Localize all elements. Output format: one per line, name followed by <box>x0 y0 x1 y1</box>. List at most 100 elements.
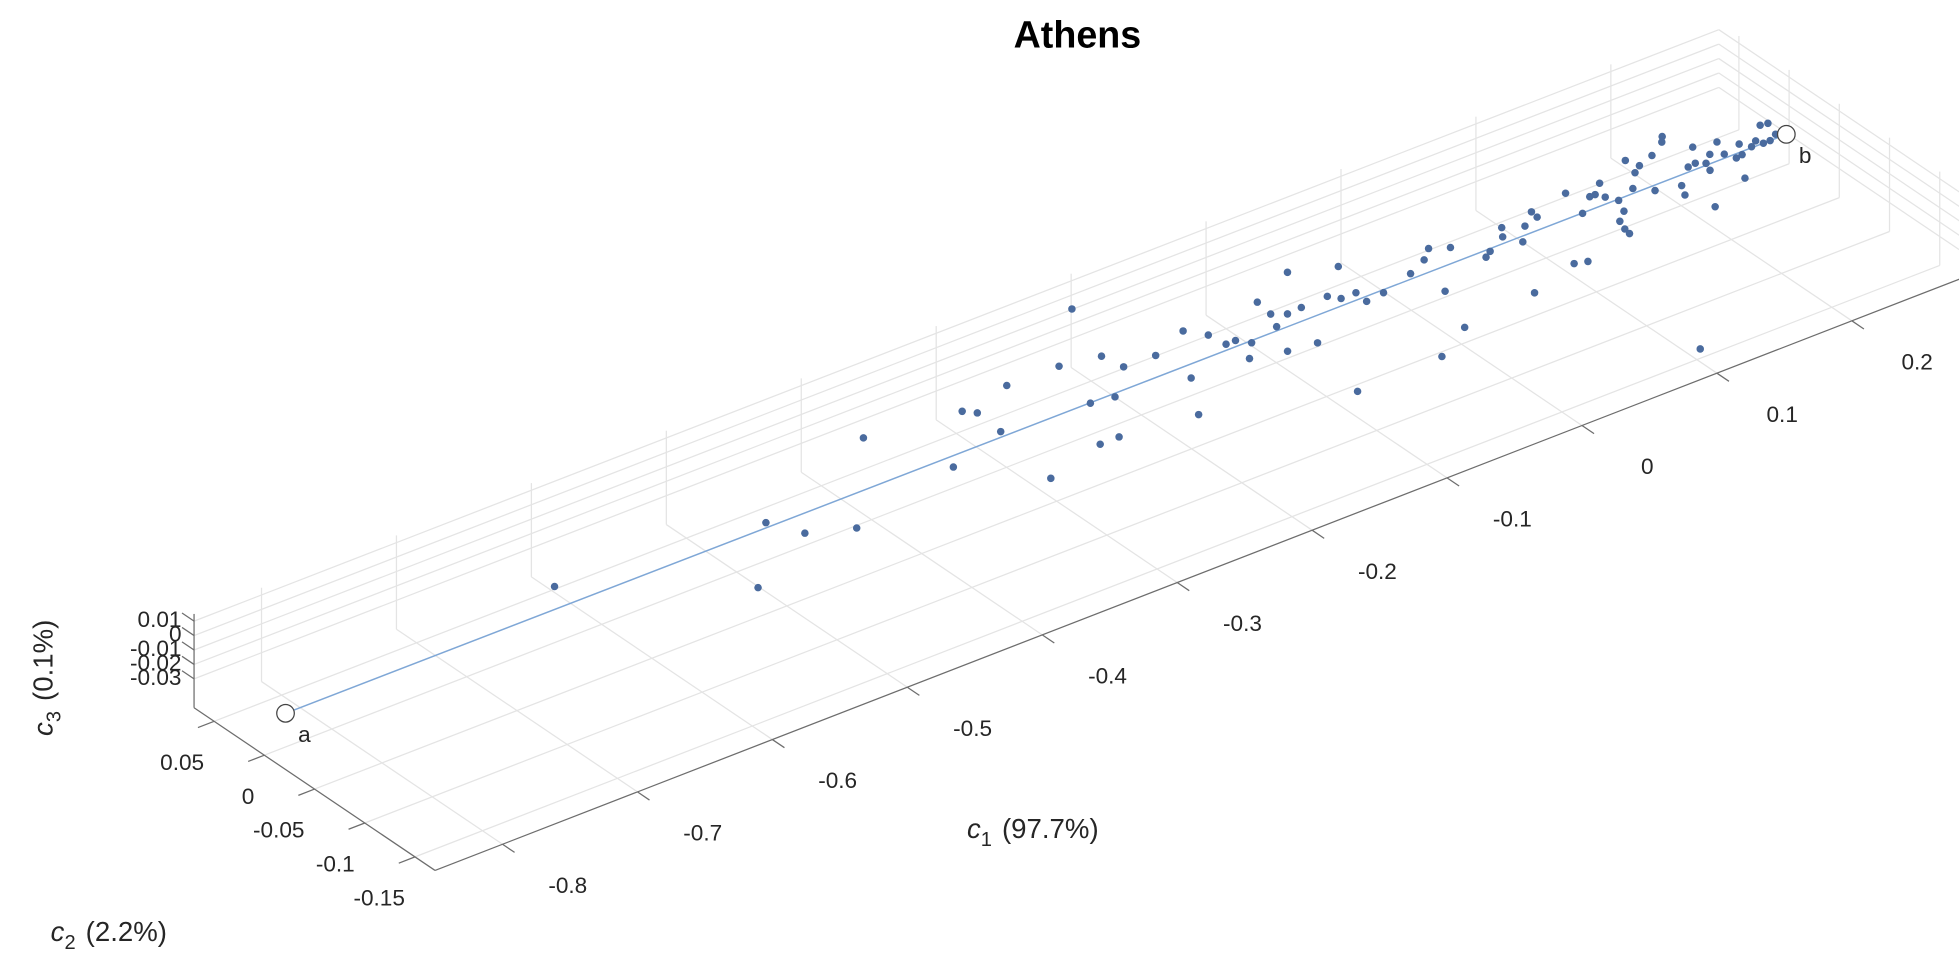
data-point <box>1247 339 1256 347</box>
data-point <box>1766 136 1774 145</box>
data-point <box>1068 305 1076 313</box>
x-tick-label: -0.1 <box>1493 507 1532 532</box>
trajectory-line <box>285 133 1787 714</box>
data-point <box>1441 287 1449 295</box>
data-point <box>801 529 809 537</box>
data-point <box>1591 190 1599 199</box>
endpoint-marker <box>1776 124 1796 144</box>
y-tick <box>247 754 265 763</box>
grid-line <box>193 72 1720 666</box>
data-point <box>1519 238 1527 246</box>
data-point <box>1629 184 1637 193</box>
data-point <box>1625 229 1634 238</box>
data-point <box>1595 179 1604 188</box>
data-point <box>1530 289 1539 297</box>
x-tick <box>1311 529 1325 539</box>
data-point <box>1561 189 1570 198</box>
x-tick-label: 0 <box>1641 454 1654 479</box>
grid-line <box>193 43 1720 637</box>
grid-line <box>1718 86 1959 251</box>
data-point <box>1706 150 1714 159</box>
z-tick <box>181 626 195 637</box>
endpoint-label: a <box>298 722 311 747</box>
x-tick-label: -0.3 <box>1223 611 1262 636</box>
data-point <box>1616 217 1624 226</box>
data-point <box>1578 209 1587 218</box>
grid-line <box>193 86 1720 680</box>
data-point <box>1446 243 1455 252</box>
x-tick <box>1851 320 1865 330</box>
y-axis-text: (2.2%) <box>86 916 167 947</box>
x-axis-text: (97.7%) <box>1002 813 1099 844</box>
data-point <box>1738 150 1746 159</box>
data-point <box>1111 393 1119 401</box>
data-point <box>1379 288 1388 297</box>
y-tick-label: -0.05 <box>253 818 304 843</box>
z-axis-label: c3 (0.1%) <box>28 620 66 736</box>
x-tick-label: -0.2 <box>1358 559 1397 584</box>
data-point <box>1179 327 1187 335</box>
data-point <box>1194 410 1203 419</box>
data-point <box>1253 298 1262 306</box>
data-point <box>1086 399 1095 407</box>
x-tick <box>502 843 515 853</box>
data-point <box>1614 196 1623 205</box>
data-point <box>1406 269 1415 278</box>
data-point <box>1684 163 1692 171</box>
z-tick-label: 0 <box>169 622 182 647</box>
data-point <box>852 524 861 532</box>
data-point <box>996 427 1005 436</box>
data-point <box>1651 186 1659 195</box>
data-point <box>1533 213 1541 221</box>
data-point <box>550 582 559 591</box>
data-point <box>1497 223 1506 232</box>
z-tick <box>181 655 195 665</box>
x-tick <box>1446 477 1460 487</box>
data-point <box>1621 225 1629 233</box>
data-point <box>1460 323 1469 332</box>
grid-line <box>314 197 1840 790</box>
y-axis-subscript: 2 <box>64 932 75 954</box>
data-point <box>973 409 982 417</box>
data-point <box>1713 138 1721 146</box>
plot-area: ab <box>276 119 1812 747</box>
data-point <box>1732 154 1741 162</box>
endpoint-label: b <box>1799 143 1812 168</box>
data-point <box>1151 351 1160 360</box>
y-tick-label: 0 <box>242 784 255 809</box>
x-tick <box>1176 582 1190 592</box>
data-point <box>1313 339 1322 347</box>
data-point <box>1756 121 1764 130</box>
data-point <box>1097 352 1106 360</box>
data-point <box>1352 288 1360 297</box>
y-tick <box>398 856 416 864</box>
data-point <box>1584 257 1592 266</box>
data-point <box>1297 303 1306 312</box>
x-tick-label: -0.8 <box>548 873 587 898</box>
data-point <box>1696 345 1705 353</box>
x-tick-label: 0.2 <box>1901 349 1932 374</box>
data-point <box>1751 137 1760 145</box>
data-point <box>1245 354 1254 363</box>
z-tick-label: -0.03 <box>130 665 181 690</box>
data-point <box>1681 191 1689 199</box>
grid-line <box>364 230 1890 824</box>
data-point <box>1521 222 1529 230</box>
x-axis-symbol: c <box>967 813 981 844</box>
data-point <box>1438 352 1446 361</box>
data-point <box>1420 256 1428 264</box>
y-tick <box>348 822 365 830</box>
grid-line <box>1718 72 1959 236</box>
data-point <box>1283 310 1292 318</box>
data-point <box>1711 202 1719 211</box>
data-point <box>1337 294 1345 303</box>
data-point <box>1222 340 1230 348</box>
data-point <box>1096 440 1104 448</box>
data-point <box>1003 381 1011 390</box>
data-point <box>1527 208 1536 216</box>
data-point <box>1353 387 1362 396</box>
data-point <box>958 407 966 416</box>
z-tick <box>181 612 195 622</box>
data-point <box>1621 156 1630 165</box>
